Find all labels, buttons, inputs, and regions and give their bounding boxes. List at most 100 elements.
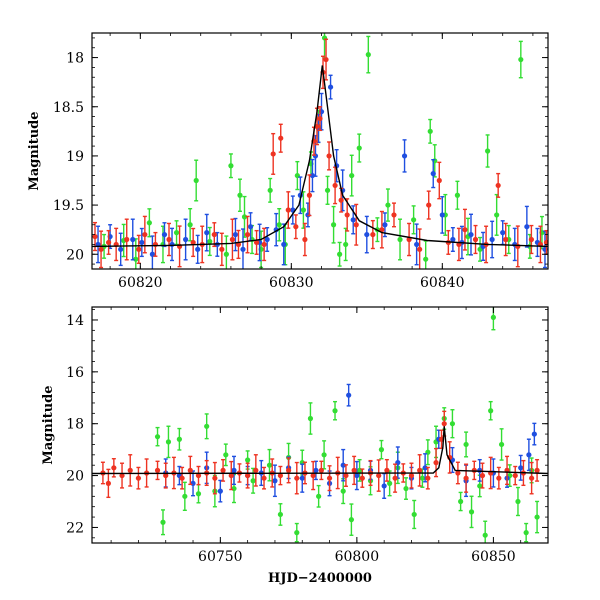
- green-data-point: [294, 530, 300, 536]
- green-data-point: [223, 452, 229, 458]
- blue-data-point: [500, 230, 506, 236]
- green-data-point: [349, 172, 355, 179]
- green-data-point: [523, 530, 529, 536]
- red-data-point: [310, 472, 316, 479]
- red-data-point: [370, 231, 376, 238]
- green-data-point: [332, 408, 338, 414]
- red-data-point: [212, 475, 218, 481]
- blue-data-point: [450, 236, 456, 243]
- red-data-point: [136, 246, 142, 252]
- red-data-point: [166, 236, 172, 243]
- red-data-point: [92, 233, 98, 240]
- red-data-point: [245, 472, 251, 479]
- red-data-point: [124, 236, 130, 243]
- red-data-point: [326, 153, 332, 159]
- blue-data-point: [264, 236, 270, 243]
- red-data-point: [220, 467, 226, 473]
- red-data-point: [479, 472, 486, 479]
- blue-data-point: [169, 241, 175, 248]
- green-data-point: [237, 192, 243, 198]
- green-data-point: [411, 217, 417, 223]
- red-data-point: [253, 239, 260, 246]
- top-panel-frame: [91, 32, 549, 270]
- y-tick-label: 19: [66, 149, 84, 165]
- blue-data-point: [118, 246, 124, 252]
- red-data-point: [426, 202, 432, 208]
- y-tick-label: 18: [66, 51, 84, 67]
- red-data-point: [455, 470, 461, 476]
- red-data-point: [353, 222, 359, 228]
- green-data-point: [454, 192, 461, 198]
- green-data-point: [245, 457, 251, 463]
- bottom-panel-frame: [91, 306, 549, 544]
- y-tick-label: 20: [66, 247, 84, 263]
- x-tick-label: 60820: [118, 275, 163, 291]
- red-data-point: [261, 475, 267, 481]
- y-tick-label: 19.5: [53, 198, 84, 214]
- red-data-point: [302, 236, 308, 243]
- red-data-point: [244, 231, 251, 238]
- red-data-point: [317, 115, 323, 122]
- red-data-point: [119, 472, 125, 479]
- bottom-panel-y-axis-label: Magnitude: [41, 385, 56, 464]
- red-data-point: [338, 197, 344, 203]
- green-data-point: [515, 498, 521, 505]
- blue-data-point: [354, 472, 360, 479]
- green-data-point: [365, 52, 371, 58]
- red-data-point: [384, 467, 390, 473]
- red-data-point: [285, 467, 292, 473]
- blue-data-point: [313, 467, 319, 473]
- red-data-point: [154, 467, 161, 473]
- red-data-point: [318, 467, 324, 473]
- blue-data-point: [526, 452, 532, 458]
- blue-data-point: [350, 217, 356, 223]
- red-data-point: [376, 472, 382, 479]
- red-data-point: [142, 231, 148, 238]
- blue-data-point: [272, 478, 278, 484]
- green-data-point: [276, 222, 282, 228]
- green-data-point: [193, 177, 199, 184]
- bottom-panel: 60750 60800 60850 14 16 18 20 22 Magnitude HJD−…: [41, 306, 549, 586]
- blue-data-point: [217, 488, 223, 494]
- green-data-point: [385, 202, 391, 208]
- bottom-panel-x-axis-label: HJD−2400000: [268, 571, 372, 586]
- y-tick-label: 20: [66, 469, 84, 485]
- red-data-point: [187, 467, 193, 473]
- green-data-point: [324, 187, 331, 193]
- blue-data-point: [489, 236, 495, 243]
- red-data-point: [344, 212, 350, 218]
- red-data-point: [332, 182, 338, 189]
- green-data-point: [316, 493, 322, 499]
- green-data-point: [204, 423, 210, 429]
- red-data-point: [472, 236, 479, 243]
- bottom-panel-ticks: 60750 60800 60850 14 16 18 20 22: [66, 307, 549, 565]
- red-data-point: [195, 472, 202, 479]
- red-data-point: [285, 207, 291, 213]
- red-data-point: [528, 236, 534, 243]
- blue-data-point: [240, 246, 246, 252]
- blue-data-point: [232, 231, 239, 238]
- blue-data-point: [531, 431, 537, 437]
- blue-data-point: [382, 222, 388, 228]
- blue-data-point: [190, 480, 196, 486]
- green-data-point: [494, 212, 500, 218]
- red-data-point: [253, 467, 259, 473]
- bottom-panel-marks: [92, 307, 548, 543]
- green-data-point: [176, 436, 182, 442]
- blue-data-point: [364, 231, 370, 238]
- red-data-point: [228, 472, 234, 479]
- blue-data-point: [477, 467, 483, 473]
- green-data-point: [458, 498, 464, 505]
- red-data-point: [278, 135, 284, 141]
- red-data-point: [294, 475, 300, 481]
- red-data-point: [351, 467, 357, 473]
- green-data-point: [266, 462, 273, 468]
- blue-data-point: [346, 392, 352, 398]
- red-data-point: [190, 239, 196, 246]
- green-data-point: [321, 452, 327, 458]
- blue-data-point: [381, 483, 387, 489]
- red-data-point: [529, 475, 535, 481]
- green-data-point: [340, 488, 346, 494]
- red-data-point: [323, 56, 329, 63]
- blue-data-point: [327, 84, 334, 90]
